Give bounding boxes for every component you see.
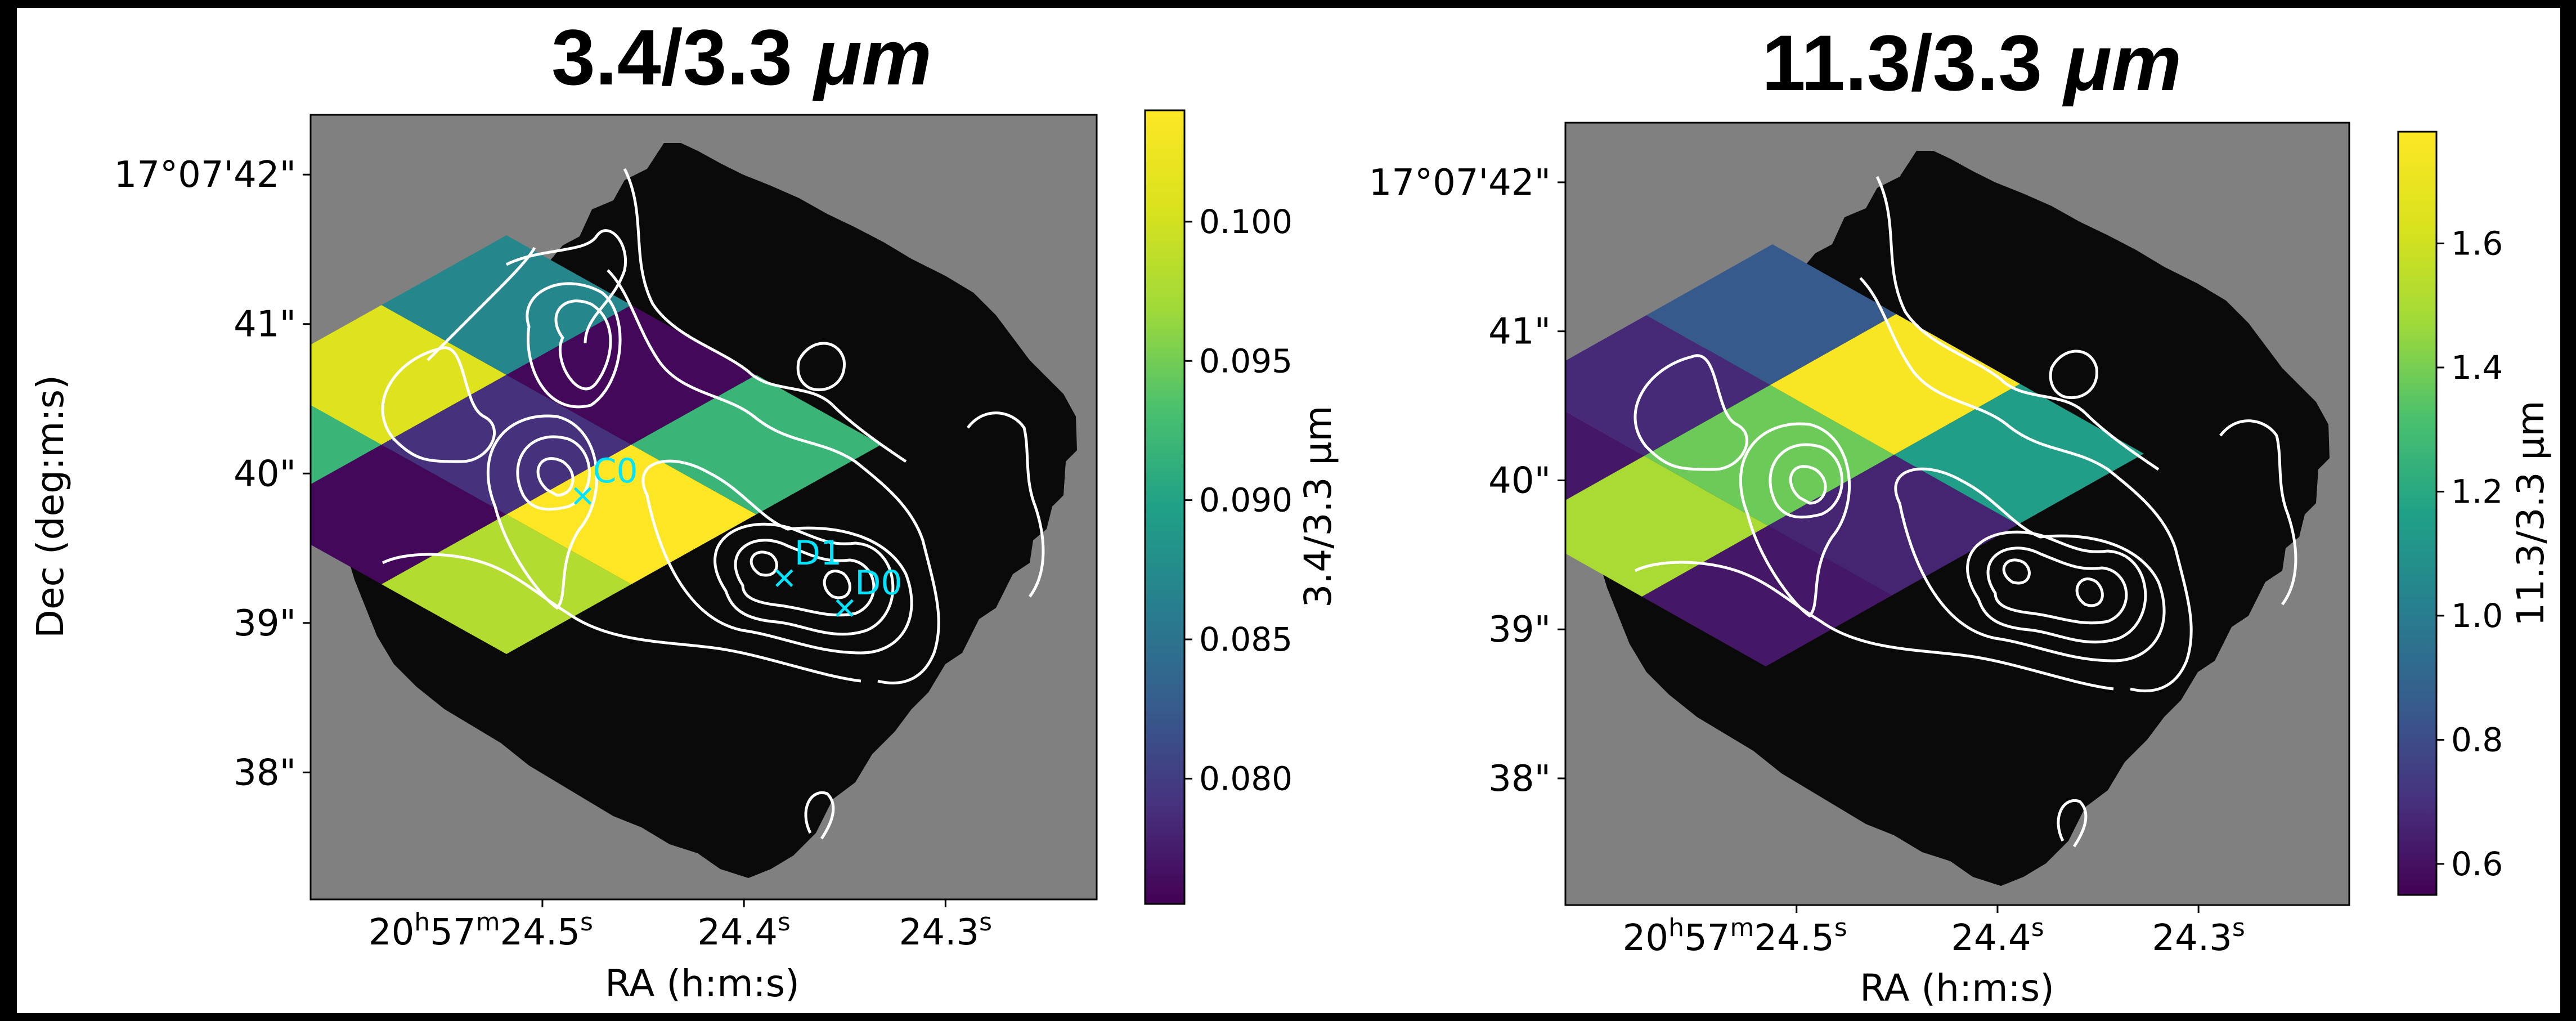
x-axis-label: RA (h:m:s)	[1860, 966, 2054, 1010]
markers: C0 D1 D0	[573, 451, 903, 617]
ratio-cell	[1565, 456, 1768, 597]
panel-ratio-11p3: 11.3/3.3 μm	[1369, 19, 2552, 1010]
source-marker: D0	[836, 563, 903, 617]
y-axis-label: Dec (deg:m:s)	[29, 375, 72, 638]
colorbar-tick-label: 1.0	[2451, 597, 2503, 635]
x-ticks: 20h57m24.5s 24.4s 24.3s	[1623, 905, 2245, 959]
y-tick-label: 41"	[1488, 311, 1551, 353]
axes-frame	[1564, 122, 2350, 906]
x-tick-label: 20h57m24.5s	[1623, 913, 1847, 960]
marker-cross	[775, 569, 793, 587]
ratio-cell	[1644, 385, 1894, 526]
colorbar-label: 3.4/3.3 μm	[1296, 405, 1340, 607]
x-tick-label: 24.3s	[899, 908, 992, 954]
marker-cross	[573, 487, 592, 505]
x-tick-label: 20h57m24.5s	[369, 908, 593, 954]
colorbar-gradient	[2397, 131, 2438, 896]
panel-title: 3.4/3.3 μm	[551, 13, 932, 101]
x-axis-label: RA (h:m:s)	[605, 962, 800, 1005]
y-tick-label: 17°07'42"	[114, 154, 296, 196]
axes-frame	[309, 114, 1098, 901]
ratio-cell	[311, 405, 382, 485]
colorbar-tick-label: 0.085	[1199, 620, 1293, 659]
colorbar-ticks: 0.6 0.8 1.0 1.2 1.4 1.6	[2436, 224, 2503, 883]
y-tick-label: 41"	[234, 304, 296, 346]
colorbar-tick-label: 0.080	[1199, 759, 1293, 798]
colorbar-ticks: 0.080 0.085 0.090 0.095 0.100	[1184, 203, 1293, 798]
colorbar-tick-label: 1.6	[2451, 224, 2503, 262]
y-tick-label: 40"	[1488, 460, 1551, 501]
ratio-cell	[1894, 384, 2144, 525]
y-tick-label: 39"	[1488, 609, 1551, 651]
ratio-cell	[1768, 455, 2018, 595]
ratio-cell	[631, 375, 881, 514]
colorbar-gradient	[1144, 109, 1186, 905]
y-tick-label: 38"	[234, 752, 296, 794]
x-tick-label: 24.4s	[1951, 913, 2044, 960]
colorbar-tick-label: 0.8	[2451, 720, 2503, 759]
ratio-cell	[1770, 314, 2020, 455]
ratio-cells	[1565, 244, 2144, 666]
colorbar-tick-label: 1.2	[2451, 472, 2503, 511]
marker-label: C0	[593, 451, 638, 491]
source-marker: D1	[775, 534, 842, 587]
marker-label: D1	[795, 534, 842, 573]
ratio-cell	[1646, 244, 1896, 385]
x-tick-label: 24.4s	[697, 908, 790, 954]
colorbar-label: 11.3/3.3 μm	[2509, 400, 2552, 626]
colorbar-tick-label: 0.6	[2451, 845, 2503, 883]
colorbar-tick-label: 1.4	[2451, 348, 2503, 387]
y-tick-label: 38"	[1488, 758, 1551, 800]
y-tick-label: 39"	[234, 603, 296, 644]
ratio-cell	[311, 305, 506, 445]
colorbar-tick-label: 0.095	[1199, 342, 1293, 380]
colorbar: 0.6 0.8 1.0 1.2 1.4 1.6 11.3/3.3 μm	[2397, 131, 2552, 896]
ratio-cell	[1565, 315, 1770, 456]
contours	[381, 168, 1045, 840]
marker-cross	[836, 599, 854, 617]
y-ticks: 17°07'42" 41" 40" 39" 38"	[1369, 162, 1565, 800]
marker-label: D0	[855, 563, 902, 603]
x-tick-label: 24.3s	[2152, 913, 2245, 960]
ratio-cell	[1565, 411, 1644, 500]
y-ticks: 17°07'42" 41" 40" 39" 38"	[114, 154, 311, 794]
y-tick-label: 40"	[234, 453, 296, 495]
contours	[1633, 176, 2297, 848]
colorbar-tick-label: 0.090	[1199, 481, 1293, 520]
panel-title: 11.3/3.3 μm	[1762, 19, 2182, 107]
ratio-cell	[1642, 526, 1892, 666]
y-tick-label: 17°07'42"	[1369, 162, 1551, 204]
x-ticks: 20h57m24.5s 24.4s 24.3s	[369, 899, 992, 953]
ratio-cell	[311, 445, 506, 584]
colorbar: 0.080 0.085 0.090 0.095 0.100 3.4/3.3 μm	[1144, 109, 1340, 905]
source-marker: C0	[573, 451, 638, 505]
colorbar-tick-label: 0.100	[1199, 203, 1293, 241]
panel-ratio-3p4: 3.4/3.3 μm	[29, 13, 1340, 1005]
